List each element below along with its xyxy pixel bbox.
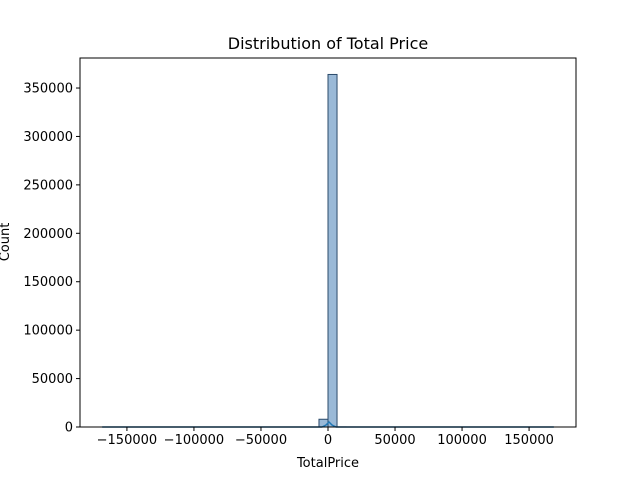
x-tick-label: 50000 bbox=[374, 433, 415, 448]
y-tick-label: 0 bbox=[65, 421, 73, 436]
y-tick-label: 150000 bbox=[23, 275, 73, 290]
y-tick-label: 250000 bbox=[23, 178, 73, 193]
x-tick-label: 0 bbox=[324, 433, 332, 448]
y-tick-label: 200000 bbox=[23, 227, 73, 242]
x-tick-label: 100000 bbox=[437, 433, 487, 448]
chart-title: Distribution of Total Price bbox=[228, 34, 428, 53]
y-tick-label: 300000 bbox=[23, 130, 73, 145]
x-tick-label: 150000 bbox=[504, 433, 554, 448]
y-tick-label: 100000 bbox=[23, 324, 73, 339]
x-axis-label: TotalPrice bbox=[296, 456, 359, 471]
histogram-bar bbox=[328, 74, 337, 427]
y-tick-label: 350000 bbox=[23, 82, 73, 97]
y-tick-label: 50000 bbox=[32, 372, 73, 387]
y-axis-label: Count bbox=[0, 223, 13, 262]
x-tick-label: −50000 bbox=[235, 433, 287, 448]
x-tick-label: −100000 bbox=[164, 433, 225, 448]
x-tick-label: −150000 bbox=[97, 433, 158, 448]
